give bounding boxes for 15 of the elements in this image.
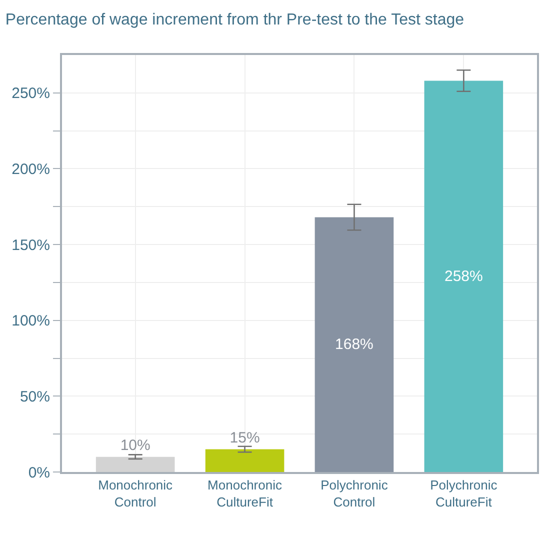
y-tick-label: 200%	[12, 160, 50, 178]
data-label: 258%	[444, 268, 483, 285]
x-tick-label: Monochronic CultureFit	[208, 478, 282, 510]
data-label: 168%	[335, 336, 374, 354]
y-tick-label: 50%	[20, 388, 50, 406]
y-tick-label: 250%	[12, 85, 50, 102]
data-label: 10%	[120, 436, 150, 454]
y-tick-label: 0%	[28, 464, 50, 482]
x-tick-label: Polychronic CultureFit	[430, 478, 498, 510]
y-tick-label: 150%	[12, 236, 50, 254]
chart-title: Percentage of wage increment from thr Pre-test to the Test stage	[5, 12, 464, 29]
x-tick-label: Monochronic Control	[98, 478, 174, 510]
data-label: 15%	[230, 429, 260, 446]
x-tick-label: Polychronic Control	[320, 478, 388, 510]
y-tick-label: 100%	[12, 312, 50, 330]
